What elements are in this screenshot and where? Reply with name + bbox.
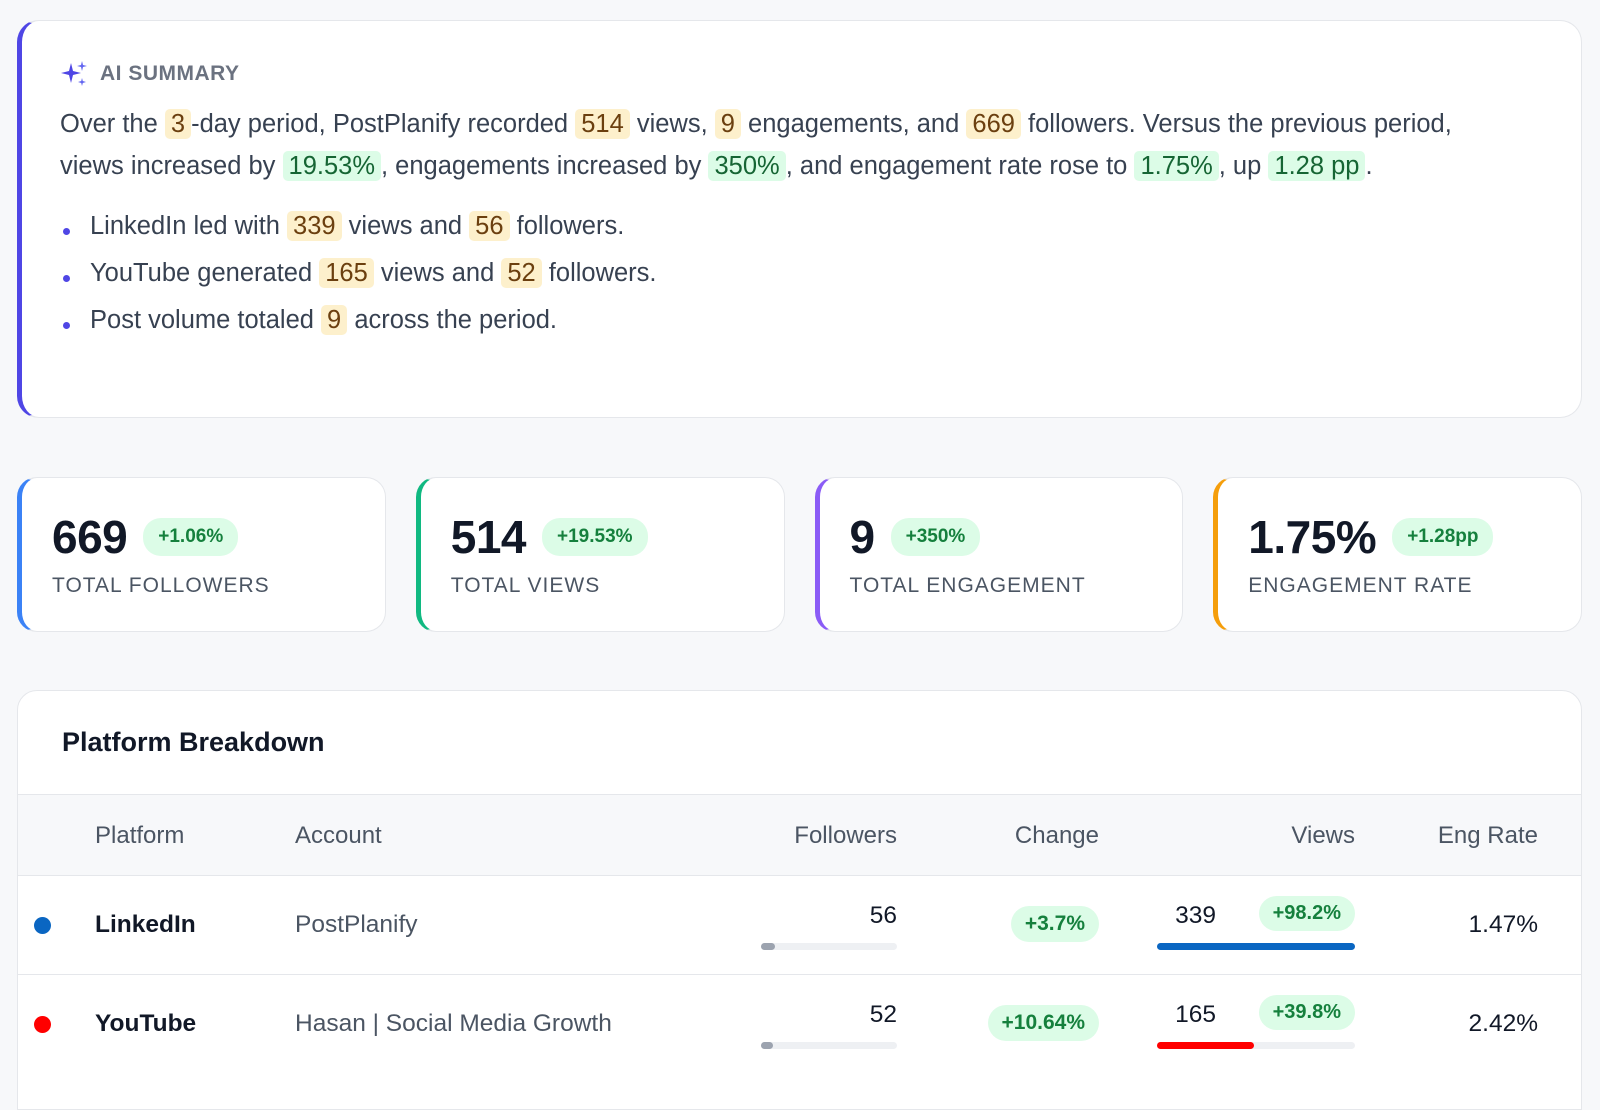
followers-change-badge: +10.64% <box>987 1005 1099 1041</box>
platform-color-dot <box>34 917 51 934</box>
views-bar <box>1157 943 1355 950</box>
followers-bar <box>761 943 897 950</box>
account-name: Hasan | Social Media Growth <box>295 1010 612 1037</box>
eng-rate-value: 1.47% <box>1468 911 1538 938</box>
followers-value: 52 <box>869 1001 897 1028</box>
kpi-card-engagement-rate: 1.75% +1.28pp ENGAGEMENT RATE <box>1213 477 1582 632</box>
summary-paragraph: Over the 3 -day period, PostPlanify recor… <box>60 109 1452 181</box>
kpi-change-badge: +350% <box>890 518 981 556</box>
kpi-change-badge: +1.28pp <box>1392 518 1494 556</box>
ai-summary-card: AI SUMMARY Over the 3 -day period, PostPl… <box>17 20 1582 418</box>
highlight-days: 3 <box>164 109 192 139</box>
breakdown-title: Platform Breakdown <box>62 727 325 757</box>
sparkles-icon <box>61 61 87 86</box>
kpi-change-badge: +19.53% <box>542 518 648 556</box>
highlight-followers: 669 <box>966 109 1021 139</box>
summary-bullets: LinkedIn led with 339 views and 56 follo… <box>60 203 1581 344</box>
bullet-item: LinkedIn led with 339 views and 56 follo… <box>60 203 1581 250</box>
views-bar-fill <box>1157 1042 1255 1049</box>
kpi-value: 514 <box>450 511 527 563</box>
kpi-value: 1.75% <box>1248 511 1377 563</box>
platform-color-dot <box>34 1016 51 1033</box>
platform-name: LinkedIn <box>95 911 196 938</box>
kpi-value: 669 <box>52 511 128 563</box>
kpi-change-badge: +1.06% <box>143 518 239 556</box>
kpi-card-followers: 669 +1.06% TOTAL FOLLOWERS <box>17 477 386 632</box>
platform-breakdown-card: Platform Breakdown Platform Account Foll… <box>17 690 1582 1110</box>
highlight-views: 514 <box>575 109 630 139</box>
followers-bar <box>761 1042 897 1049</box>
bullet-item: Post volume totaled 9 across the period. <box>60 297 1581 344</box>
kpi-label: TOTAL VIEWS <box>450 574 601 597</box>
table-row[interactable]: YouTube Hasan | Social Media Growth 52 +… <box>18 974 1581 1073</box>
kpi-label: TOTAL FOLLOWERS <box>52 574 270 597</box>
followers-value: 56 <box>869 902 897 929</box>
kpi-label: TOTAL ENGAGEMENT <box>849 574 1086 597</box>
summary-header: AI SUMMARY <box>60 59 1581 89</box>
summary-title: AI SUMMARY <box>100 62 240 85</box>
views-value: 165 <box>1175 1001 1216 1028</box>
kpi-row: 669 +1.06% TOTAL FOLLOWERS 514 +19.53% T… <box>17 477 1582 632</box>
kpi-card-views: 514 +19.53% TOTAL VIEWS <box>415 477 785 632</box>
kpi-card-engagement: 9 +350% TOTAL ENGAGEMENT <box>814 477 1184 632</box>
views-change-badge: +39.8% <box>1258 995 1355 1030</box>
highlight-engagements: 9 <box>714 109 741 139</box>
highlight-eng-change: 350% <box>708 151 786 181</box>
column-header-followers[interactable]: Followers <box>794 822 897 849</box>
platform-name: YouTube <box>95 1010 197 1037</box>
views-change-badge: +98.2% <box>1258 896 1355 931</box>
views-bar-fill <box>1157 943 1355 950</box>
kpi-label: ENGAGEMENT RATE <box>1248 574 1473 597</box>
column-header-views[interactable]: Views <box>1291 822 1355 849</box>
column-header-change[interactable]: Change <box>1014 822 1099 849</box>
eng-rate-value: 2.42% <box>1468 1010 1538 1037</box>
views-value: 339 <box>1175 902 1216 929</box>
column-header-platform[interactable]: Platform <box>95 822 185 849</box>
column-header-eng-rate[interactable]: Eng Rate <box>1437 822 1538 849</box>
table-header: Platform Account Followers Change Views … <box>18 794 1581 875</box>
table-row[interactable]: LinkedIn PostPlanify 56 +3.7% 339 +98.2%… <box>18 875 1581 974</box>
kpi-value: 9 <box>849 511 876 563</box>
highlight-views-change: 19.53% <box>282 151 382 181</box>
views-bar <box>1157 1042 1355 1049</box>
highlight-rate-change: 1.28 pp <box>1268 151 1366 181</box>
followers-bar-fill <box>761 1042 774 1049</box>
bullet-item: YouTube generated 165 views and 52 follo… <box>60 250 1581 297</box>
followers-bar-fill <box>761 943 775 950</box>
column-header-account[interactable]: Account <box>295 822 382 849</box>
followers-change-badge: +3.7% <box>1010 906 1099 942</box>
highlight-eng-rate: 1.75% <box>1134 151 1219 181</box>
account-name: PostPlanify <box>295 911 418 938</box>
